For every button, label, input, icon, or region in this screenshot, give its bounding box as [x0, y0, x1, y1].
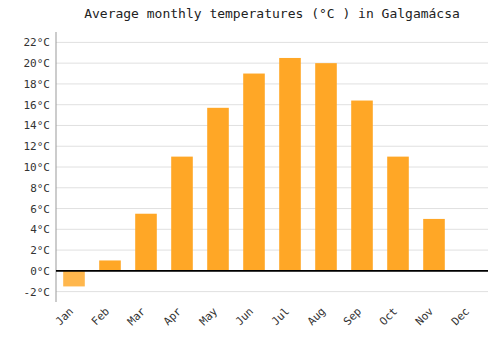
bar [243, 74, 265, 271]
grid-line [56, 270, 488, 271]
grid-line [56, 291, 488, 292]
x-tick-label: Jan [53, 305, 76, 328]
y-tick-label: -2°C [24, 286, 51, 299]
x-tick-label: Dec [449, 305, 472, 328]
y-tick-label: 18°C [24, 78, 51, 91]
grid-line [56, 167, 488, 168]
grid-line [56, 125, 488, 126]
grid-line [56, 63, 488, 64]
y-tick-label: 8°C [30, 182, 50, 195]
bar [279, 58, 301, 271]
x-tick-label: Nov [413, 305, 437, 329]
y-tick-label: 0°C [30, 265, 50, 278]
bar [423, 219, 445, 271]
bar [207, 108, 229, 271]
grid-line [56, 42, 488, 43]
y-tick-label: 6°C [30, 203, 50, 216]
grid-line [56, 187, 488, 188]
y-tick-label: 20°C [24, 57, 51, 70]
bar [351, 101, 373, 271]
y-tick-label: 4°C [30, 223, 50, 236]
y-axis-line [56, 32, 57, 302]
title: Average monthly temperatures (°C ) in Ga… [84, 6, 460, 21]
x-tick-label: Sep [341, 305, 364, 328]
y-tick-label: 14°C [24, 119, 51, 132]
x-tick-label: Apr [161, 305, 185, 329]
x-tick-label: Oct [377, 305, 400, 328]
x-tick-label: Feb [89, 305, 112, 328]
y-tick-label: 10°C [24, 161, 51, 174]
x-tick-label: Jul [269, 305, 292, 328]
bar [99, 260, 121, 270]
y-tick-label: 2°C [30, 244, 50, 257]
bar [63, 271, 85, 287]
grid [56, 42, 488, 291]
y-tick-label: 12°C [24, 140, 51, 153]
x-tick-label: Aug [305, 305, 328, 328]
bars [63, 58, 445, 286]
grid-line [56, 146, 488, 147]
bar [387, 157, 409, 271]
bar [171, 157, 193, 271]
bar [135, 214, 157, 271]
chart: Average monthly temperatures (°C ) in Ga… [0, 0, 500, 350]
x-tick-label: Jun [233, 305, 256, 328]
y-tick-label: 16°C [24, 99, 51, 112]
grid-line [56, 104, 488, 105]
zero-line [56, 270, 488, 272]
grid-line [56, 83, 488, 84]
x-tick-label: Mar [125, 305, 149, 329]
x-tick-label: May [197, 305, 221, 329]
y-tick-label: 22°C [24, 36, 51, 49]
grid-line [56, 208, 488, 209]
bar [315, 63, 337, 271]
